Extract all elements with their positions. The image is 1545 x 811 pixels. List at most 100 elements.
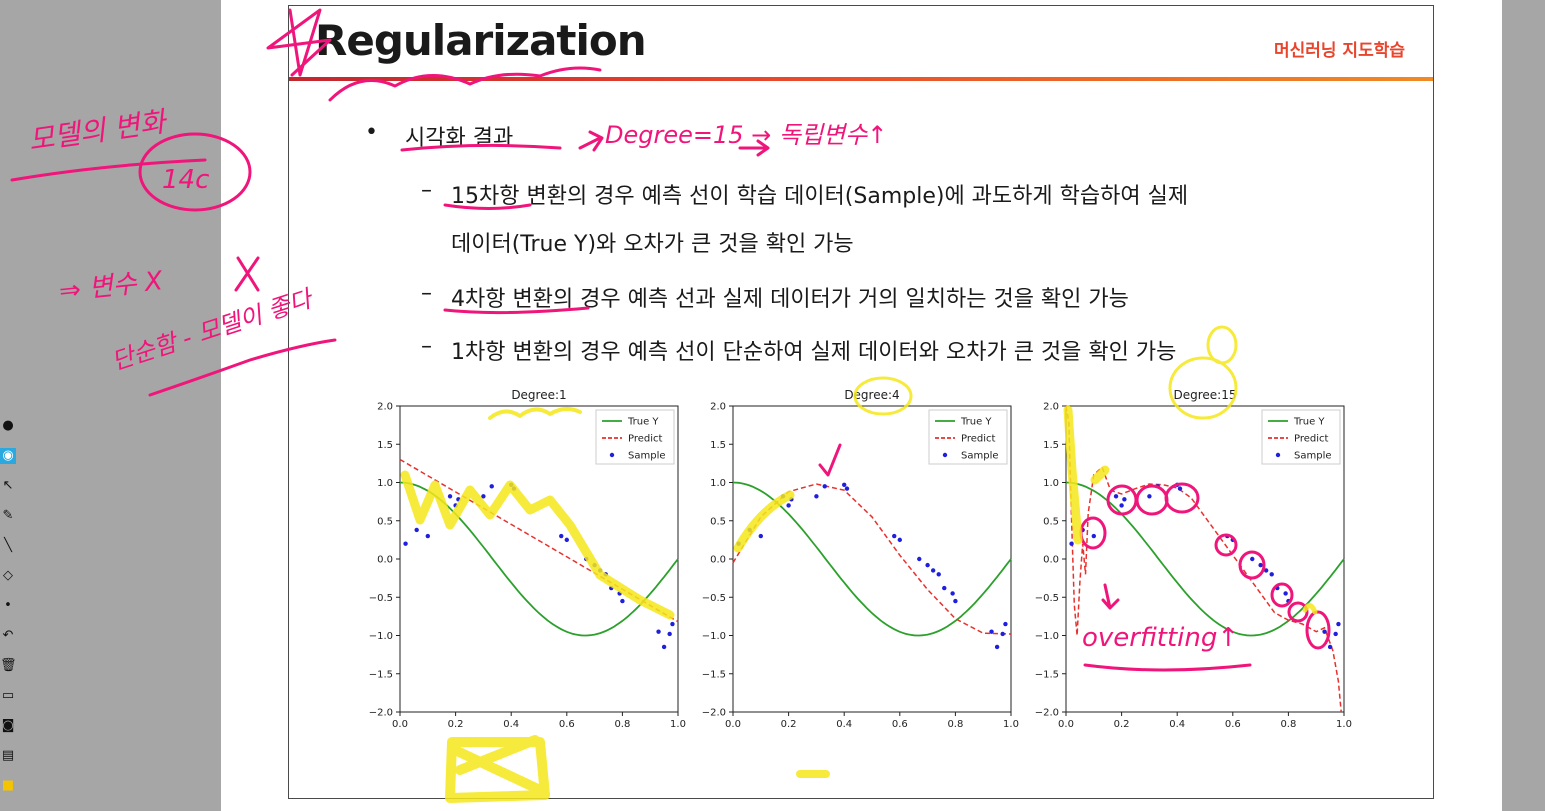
delete-icon[interactable]: 🗑 — [0, 658, 17, 673]
sample-point — [786, 503, 791, 508]
sample-point — [617, 591, 622, 596]
pen-icon[interactable]: ✎ — [2, 508, 14, 523]
x-tick-label: 0.4 — [1169, 719, 1185, 730]
slide-title: Regularization — [315, 16, 647, 65]
line-icon[interactable]: ╲ — [4, 538, 12, 553]
chart-degree-1: Degree:12.01.51.00.50.0−0.5−1.0−1.5−2.00… — [369, 388, 686, 730]
y-tick-label: 0.0 — [1043, 555, 1059, 566]
dash-1: – — [421, 178, 432, 203]
y-tick-label: 1.0 — [1043, 478, 1059, 489]
sample-point — [1263, 568, 1269, 573]
sample-point — [609, 585, 614, 591]
sample-point — [1155, 484, 1160, 489]
sample-point — [897, 537, 902, 543]
x-tick-label: 1.0 — [1003, 719, 1019, 730]
legend — [595, 409, 675, 465]
sample-point — [780, 494, 786, 499]
sample-point — [592, 562, 597, 568]
y-tick-label: −1.0 — [1035, 631, 1059, 642]
y-tick-label: 0.0 — [377, 555, 393, 566]
sample-point — [844, 486, 850, 491]
sample-point — [747, 527, 752, 533]
sample-point — [822, 484, 827, 489]
sample-point — [667, 631, 672, 637]
legend-label: Sample — [1294, 451, 1332, 462]
undo-icon[interactable]: ↶ — [2, 628, 14, 643]
x-tick-label: 0.8 — [614, 719, 630, 730]
eye-icon[interactable]: ◉ — [0, 448, 16, 464]
brand-label: 머신러닝 지도학습 — [1273, 41, 1405, 61]
sample-point — [1250, 556, 1255, 562]
sample-point — [1175, 482, 1180, 487]
x-tick-label: 1.0 — [670, 719, 686, 730]
sample-point — [989, 629, 994, 634]
legend-swatch — [1275, 452, 1281, 458]
legend-label: Sample — [628, 451, 666, 462]
sample-point — [1286, 598, 1291, 604]
legend-label: Predict — [961, 434, 996, 445]
sample-point — [994, 644, 1000, 650]
legend-swatch — [609, 452, 615, 458]
y-tick-label: −2.0 — [369, 708, 393, 719]
sample-point — [930, 568, 936, 573]
right-gray-margin — [1502, 0, 1545, 811]
sample-point — [1147, 494, 1152, 499]
legend — [1261, 409, 1341, 465]
sample-point — [603, 572, 608, 577]
legend-label: True Y — [1293, 417, 1325, 428]
sample-point — [1177, 486, 1183, 491]
x-tick-label: 0.8 — [1280, 719, 1296, 730]
legend-label: True Y — [627, 417, 659, 428]
sub-item-3: 1차항 변환의 경우 예측 선이 단순하여 실제 데이터와 오차가 큰 것을 확… — [451, 340, 1177, 365]
x-tick-label: 0.2 — [448, 719, 464, 730]
sample-point — [1122, 497, 1127, 502]
y-tick-label: −1.5 — [1035, 669, 1059, 680]
page-icon[interactable]: ▤ — [1, 748, 15, 763]
sub-item-1: 15차항 변환의 경우 예측 선이 학습 데이터(Sample)에 과도하게 학… — [451, 184, 1189, 209]
sub-item-2: 4차항 변환의 경우 예측 선과 실제 데이터가 거의 일치하는 것을 확인 가… — [451, 287, 1129, 312]
x-tick-label: 0.4 — [836, 719, 852, 730]
sample-point — [511, 486, 517, 491]
sample-point — [453, 503, 458, 508]
dash-3: – — [421, 334, 432, 359]
sample-point — [925, 562, 930, 568]
y-tick-label: −1.0 — [702, 631, 726, 642]
sample-point — [758, 533, 763, 539]
x-tick-label: 0.0 — [1058, 719, 1074, 730]
sample-point — [403, 541, 408, 546]
sample-point — [584, 556, 589, 562]
annotation-toolbar: ● ◉ ↖ ✎ ╲ ◇ • ↶ 🗑 ▭ ◙ ▤ ■ — [0, 418, 18, 811]
sample-point — [1119, 503, 1124, 508]
y-tick-label: −1.0 — [369, 631, 393, 642]
camera-icon[interactable]: ◙ — [1, 718, 15, 733]
color-icon[interactable]: ■ — [1, 778, 15, 793]
pointer-icon[interactable]: ↖ — [2, 478, 14, 493]
sample-point — [942, 585, 947, 591]
legend-label: Predict — [628, 434, 663, 445]
y-tick-label: −1.5 — [702, 669, 726, 680]
x-tick-label: 0.0 — [392, 719, 408, 730]
eraser-icon[interactable]: ◇ — [3, 568, 13, 583]
sample-point — [736, 541, 741, 546]
sample-point — [456, 497, 461, 502]
y-tick-label: 0.5 — [1043, 516, 1059, 527]
sample-point — [620, 598, 625, 604]
sample-point — [814, 494, 819, 499]
y-tick-label: 1.5 — [377, 440, 393, 451]
sample-point — [670, 621, 675, 627]
dot-icon[interactable]: • — [4, 598, 12, 613]
sample-point — [1269, 572, 1274, 577]
y-tick-label: 0.5 — [377, 516, 393, 527]
pen-mode-icon[interactable]: ● — [2, 418, 14, 433]
sample-point — [559, 533, 564, 539]
sample-point — [661, 644, 667, 650]
bullet-marker: • — [365, 120, 378, 145]
screen-icon[interactable]: ▭ — [1, 688, 15, 703]
sample-point — [481, 494, 486, 499]
y-tick-label: −1.5 — [369, 669, 393, 680]
sample-point — [1000, 631, 1005, 637]
y-tick-label: 2.0 — [377, 402, 393, 413]
y-tick-label: 2.0 — [1043, 402, 1059, 413]
x-tick-label: 0.0 — [725, 719, 741, 730]
sample-point — [509, 482, 514, 487]
